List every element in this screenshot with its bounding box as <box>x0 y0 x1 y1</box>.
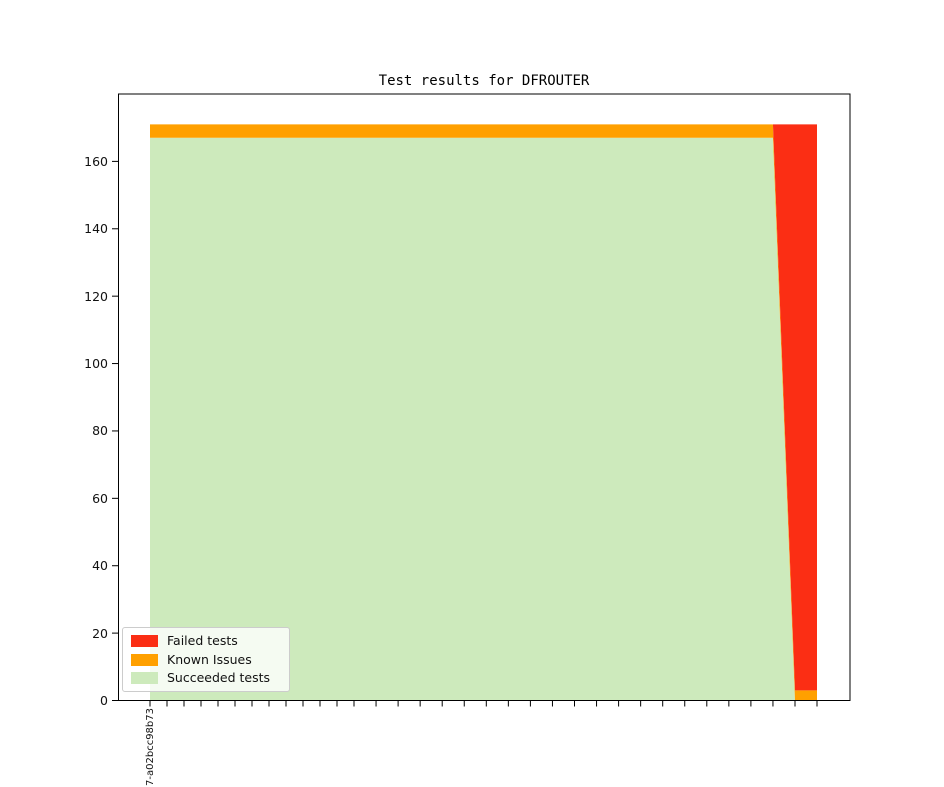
y-axis-tick-label: 100 <box>84 356 108 372</box>
x-axis-tick-label: 7-a02bcc98b73 <box>144 708 156 786</box>
plot-border <box>118 93 851 701</box>
legend-label: Known Issues <box>167 651 252 667</box>
legend: Failed tests Known Issues Succeeded tests <box>122 627 290 692</box>
legend-entry: Failed tests <box>131 634 281 648</box>
area-succeeded-tests <box>150 137 817 701</box>
y-axis-tick-label: 140 <box>84 221 108 237</box>
x-axis-tick-label-wrap: 7-a02bcc98b73 <box>142 708 158 787</box>
legend-swatch-known-issues <box>131 653 158 666</box>
legend-label: Failed tests <box>167 633 238 648</box>
y-axis-tick-label: 160 <box>84 153 108 169</box>
legend-entry: Succeeded tests <box>131 671 281 685</box>
y-axis-tick-label: 0 <box>100 693 108 708</box>
y-axis-tick-label: 120 <box>84 288 108 304</box>
chart-title: Test results for DFROUTER <box>378 73 590 89</box>
legend-swatch-failed-tests <box>131 635 158 647</box>
legend-entry: Known Issues <box>131 651 281 667</box>
y-axis-tick-label: 80 <box>92 423 108 439</box>
y-axis-tick-label: 20 <box>92 625 108 641</box>
y-axis-tick-label: 40 <box>92 558 108 574</box>
y-axis-tick-label: 60 <box>92 490 108 506</box>
legend-label: Succeeded tests <box>167 670 271 685</box>
legend-swatch-succeeded-tests <box>131 672 158 684</box>
